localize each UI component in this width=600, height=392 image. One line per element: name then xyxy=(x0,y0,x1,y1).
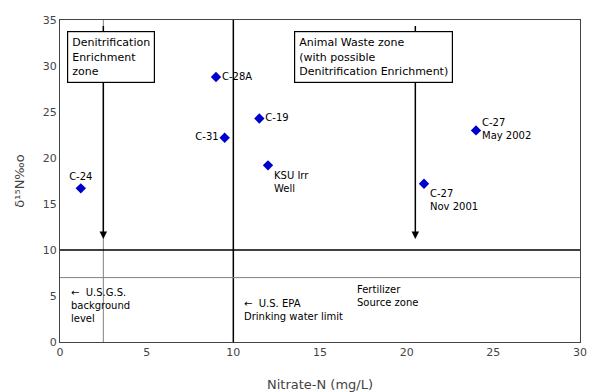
svg-text:δ¹⁵N‰o: δ¹⁵N‰o xyxy=(12,154,27,208)
svg-text:Nitrate-N (mg/L): Nitrate-N (mg/L) xyxy=(267,377,373,392)
svg-text:KSU IrrWell: KSU IrrWell xyxy=(274,170,309,194)
svg-text:20: 20 xyxy=(43,152,57,165)
svg-text:← U.S. EPADrinking water limi: ← U.S. EPADrinking water limit xyxy=(244,298,343,322)
svg-text:35: 35 xyxy=(43,14,57,27)
svg-text:DenitrificationEnrichmentzone: DenitrificationEnrichmentzone xyxy=(72,36,150,78)
svg-text:30: 30 xyxy=(573,346,587,359)
svg-text:Animal Waste zone(with possibl: Animal Waste zone(with possibleDenitrifi… xyxy=(299,36,448,78)
svg-text:C-31: C-31 xyxy=(195,131,218,142)
svg-text:C-27May 2002: C-27May 2002 xyxy=(482,117,531,141)
svg-text:15: 15 xyxy=(43,198,57,211)
svg-text:25: 25 xyxy=(43,106,57,119)
svg-text:5: 5 xyxy=(143,346,150,359)
svg-text:10: 10 xyxy=(226,346,240,359)
svg-text:15: 15 xyxy=(313,346,327,359)
svg-text:FertilizerSource zone: FertilizerSource zone xyxy=(357,284,418,308)
svg-text:← U.S.G.S.backgroundlevel: ← U.S.G.S.backgroundlevel xyxy=(71,287,130,324)
svg-text:C-24: C-24 xyxy=(69,171,92,182)
svg-text:0: 0 xyxy=(57,346,64,359)
svg-text:25: 25 xyxy=(486,346,500,359)
svg-text:C-19: C-19 xyxy=(265,112,288,123)
svg-text:20: 20 xyxy=(400,346,414,359)
svg-text:C-28A: C-28A xyxy=(222,71,252,82)
svg-text:30: 30 xyxy=(43,60,57,73)
svg-text:10: 10 xyxy=(43,244,57,257)
svg-text:5: 5 xyxy=(50,290,57,303)
svg-text:0: 0 xyxy=(50,336,57,349)
svg-text:C-27Nov 2001: C-27Nov 2001 xyxy=(430,188,478,212)
